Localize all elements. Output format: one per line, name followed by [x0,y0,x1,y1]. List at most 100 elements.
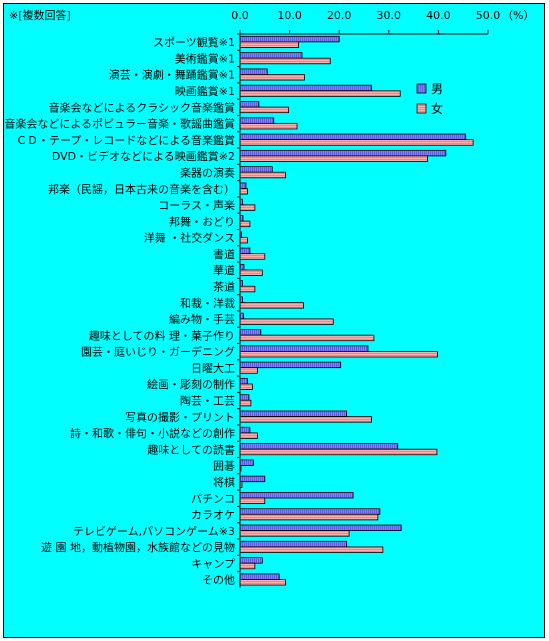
bar-male [239,247,251,255]
bar-male [239,52,303,59]
category-label: 和裁・洋裁 [180,296,235,310]
bar-female [239,432,258,439]
legend-swatch [416,103,427,114]
chart-frame: ※[複数回答] （%） 0.0 10.0 20.0 30.0 40.0 50.0 スポーツ… [3,3,545,638]
bar-male [239,410,348,417]
bar-female [239,383,253,390]
bar-female [239,122,298,130]
bar-male [239,475,266,483]
category-label: 写真の撮影・プリント [125,410,235,424]
bar-female [239,236,248,244]
bar-female [239,171,287,179]
category-label: ＣＤ・テープ・レコードなどによる音楽鑑賞 [16,133,235,147]
x-tick-label: 50.0 [476,9,501,22]
category-label: 華道 [213,263,235,277]
x-axis-ticks: 0.0 10.0 20.0 30.0 40.0 50.0 [231,9,500,22]
category-label: 音楽会などによるポピュラー音楽・歌謡曲鑑賞 [4,117,235,131]
bar-female [239,269,263,276]
bar-male [239,573,280,580]
category-label: スポーツ観覧※1 [153,35,235,49]
bar-female [239,562,256,570]
category-label: 陶芸・工芸 [180,394,235,408]
multiple-answer-note: ※[複数回答] [9,8,71,22]
legend-label: 男 [431,82,443,96]
category-label: DVD・ビデオなどによる映画鑑賞※2 [52,149,235,163]
bar-male [239,149,447,157]
bar-female [239,302,304,309]
category-label: 園芸・庭いじり・ガーデニング [81,345,235,359]
category-label: キャンプ [191,557,235,570]
category-label: 絵画・彫刻の制作 [147,377,235,391]
bar-female [239,74,305,81]
category-label: 日曜大工 [191,361,235,375]
category-label: 映画鑑賞※1 [175,84,235,98]
bar-female [239,530,350,537]
bar-male [239,68,268,75]
bar-male [239,540,348,548]
bar-male [239,312,244,320]
category-label: 書道 [213,247,235,261]
category-label: 邦楽（民謡，日本古来の音楽を含む） [48,182,235,196]
bar-male [239,35,340,43]
bar-female [239,351,438,358]
category-label: パチンコ [191,492,235,505]
bar-female [239,41,299,48]
category-label: 趣味としての料 理・菓子作り [89,328,235,342]
x-tick-label: 20.0 [327,9,352,22]
category-label: 将棋 [213,475,235,489]
bar-female [239,334,375,342]
bar-male [239,508,381,515]
category-label: 洋舞 ・社交ダンス [144,231,235,245]
bar-female [239,106,290,114]
bar-female [239,367,258,374]
bar-male [239,117,275,124]
x-tick-label: 0.0 [231,9,249,22]
category-label: 囲碁 [213,459,235,473]
legend-label: 女 [431,101,443,116]
category-label: 遊 園 地，動植物園，水族館などの見物 [41,540,235,554]
category-label: 邦舞・おどり [169,215,235,228]
x-tick-label: 30.0 [377,9,402,22]
category-label: テレビゲーム,パソコンゲーム※3 [73,525,235,538]
bar-male [239,84,372,92]
x-tick-label: 40.0 [426,9,451,22]
bar-male [239,166,273,173]
unit-label: （%） [502,9,534,22]
bar-male [239,263,245,271]
category-label: 楽器の演奏 [180,165,235,179]
bar-female [239,204,256,211]
bar-male [239,182,247,189]
bar-male [239,377,248,385]
bar-female [239,220,251,228]
bars [239,35,474,586]
bar-female [239,139,474,146]
bar-female [239,90,401,97]
bar-male [239,101,260,108]
category-labels: スポーツ観覧※1 美術鑑賞※1 演芸・演劇・舞踊鑑賞※1 映画鑑賞※1 音楽会などによる… [4,35,235,587]
bar-male [239,459,254,466]
bar-male [239,361,342,369]
bar-female [239,546,384,553]
axes [237,30,489,588]
bar-female [239,399,252,407]
category-label: 趣味としての読書 [147,442,235,456]
bar-female [239,318,334,325]
bar-male [239,394,250,401]
bar-female [239,448,438,456]
bar-male [239,557,263,564]
category-label: カラオケ [191,509,235,522]
category-label: 詩・和歌・俳句・小説などの創作 [70,426,235,440]
bar-male [239,345,369,352]
category-label: その他 [202,574,235,587]
bar-female [239,497,266,505]
bar-female [239,155,428,162]
bar-female [239,285,256,293]
category-label: 美術鑑賞※1 [175,51,235,65]
category-label: 茶道 [213,279,235,293]
legend-swatch [416,83,427,94]
bar-female [239,57,331,65]
bar-male [239,524,402,531]
bar-female [239,188,248,195]
bar-male [239,133,467,141]
horizontal-bar-chart: ※[複数回答] （%） 0.0 10.0 20.0 30.0 40.0 50.0 スポーツ… [4,8,534,588]
